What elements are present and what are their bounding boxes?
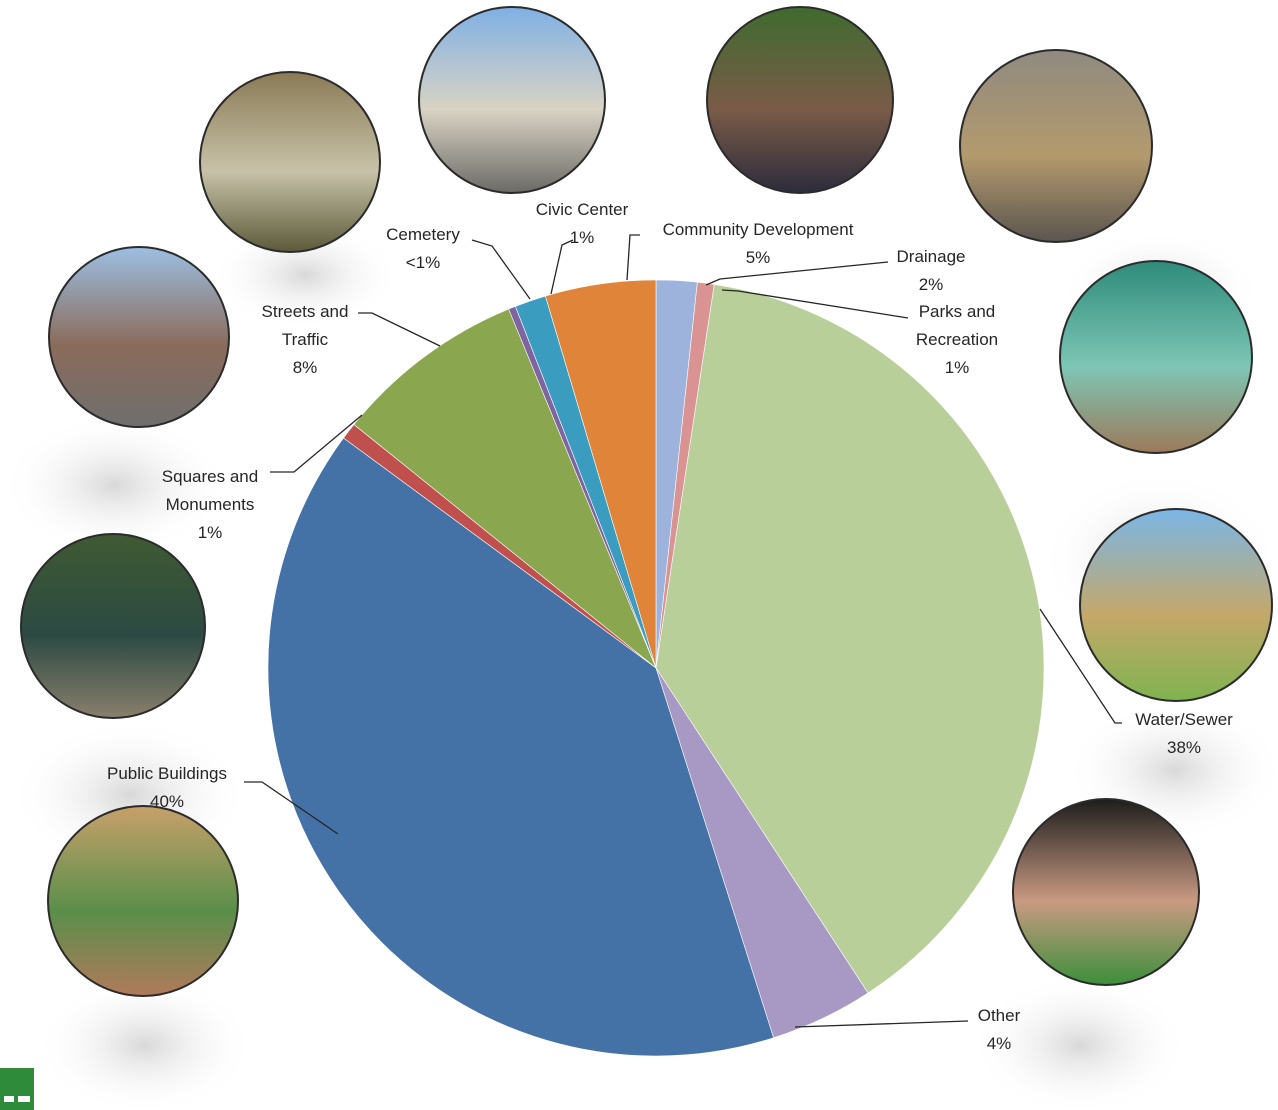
photo-fill xyxy=(1013,799,1199,985)
leader-line-cemetery xyxy=(471,239,531,300)
data-label-line: Parks and xyxy=(919,302,996,321)
data-label-line: 4% xyxy=(987,1034,1012,1053)
data-label-line: <1% xyxy=(406,253,441,272)
photo-ring xyxy=(1012,798,1200,986)
pie-slice-public-buildings xyxy=(267,437,774,1057)
leader-line-water-sewer xyxy=(1039,608,1122,724)
data-label-line: Other xyxy=(978,1006,1021,1025)
data-label-squares-and-monuments: Squares and Monuments 1% xyxy=(162,467,258,542)
data-label-other: Other 4% xyxy=(978,1006,1021,1053)
data-label-cemetery: Cemetery <1% xyxy=(386,225,460,272)
leader-line-drainage xyxy=(705,261,889,286)
civic-center-photo xyxy=(418,6,606,194)
data-label-line: 8% xyxy=(293,358,318,377)
photo-fill xyxy=(49,247,229,427)
data-label-line: Cemetery xyxy=(386,225,460,244)
photo-fill xyxy=(1080,509,1272,701)
leader-line-civic-center xyxy=(550,239,574,295)
pie-slice-community-development xyxy=(545,279,657,669)
leader-lines xyxy=(244,234,1122,1028)
data-label-streets-and-traffic: Streets and Traffic 8% xyxy=(262,302,349,377)
data-label-line: 38% xyxy=(1167,738,1201,757)
photo-fill xyxy=(419,7,605,193)
leader-line-public-buildings xyxy=(244,781,339,835)
photo-fill xyxy=(707,7,893,193)
photo-fill xyxy=(21,534,205,718)
photo-fill xyxy=(48,806,238,996)
photo-shadow xyxy=(0,415,230,555)
photo-circles xyxy=(20,6,1273,997)
photo-ring xyxy=(48,246,230,428)
data-label-line: Public Buildings xyxy=(107,764,227,783)
photo-fill xyxy=(960,50,1152,242)
photo-fill xyxy=(1060,261,1252,453)
data-label-line: 5% xyxy=(746,248,771,267)
data-label-line: Squares and xyxy=(162,467,258,486)
data-label-line: Drainage xyxy=(897,247,966,266)
photo-shadow xyxy=(210,220,400,330)
data-label-line: 2% xyxy=(919,275,944,294)
photo-ring xyxy=(1079,508,1273,702)
data-label-line: 1% xyxy=(570,228,595,247)
data-label-civic-center: Civic Center 1% xyxy=(536,200,629,247)
photo-ring xyxy=(1059,260,1253,454)
leader-line-squares-and-monuments xyxy=(270,414,363,473)
leader-line-streets-and-traffic xyxy=(358,312,441,347)
data-label-line: 1% xyxy=(198,523,223,542)
water-pipe-photo xyxy=(1079,508,1273,702)
playground-photo xyxy=(1059,260,1253,454)
data-label-line: 1% xyxy=(945,358,970,377)
data-label-line: Community Development xyxy=(663,220,854,239)
pie-slice-water-sewer xyxy=(655,284,1045,994)
fountain-photo xyxy=(20,533,206,719)
data-label-parks-and-recreation: Parks and Recreation 1% xyxy=(916,302,998,377)
photo-shadow xyxy=(970,975,1190,1110)
photo-ring xyxy=(20,533,206,719)
data-label-public-buildings: Public Buildings 40% xyxy=(107,764,227,811)
photo-ring xyxy=(706,6,894,194)
corner-logo xyxy=(0,1068,34,1110)
data-label-line: Civic Center xyxy=(536,200,629,219)
data-label-line: 40% xyxy=(150,792,184,811)
data-label-community-development: Community Development 5% xyxy=(663,220,854,267)
photo-ring xyxy=(199,71,381,253)
cemetery-photo xyxy=(199,71,381,253)
keyboard-photo xyxy=(1012,798,1200,986)
data-label-line: Traffic xyxy=(282,330,329,349)
data-label-line: Water/Sewer xyxy=(1135,710,1233,729)
data-label-line: Streets and xyxy=(262,302,349,321)
photo-ring xyxy=(47,805,239,997)
photo-ring xyxy=(418,6,606,194)
leader-line-parks-and-recreation xyxy=(721,289,909,319)
leader-line-community-development xyxy=(626,234,640,281)
photo-shadow xyxy=(35,975,255,1110)
data-label-drainage: Drainage 2% xyxy=(897,247,966,294)
data-labels: Drainage 2% Parks and Recreation 1% Water/Sew… xyxy=(107,200,1233,1053)
leader-line-other xyxy=(794,1020,969,1028)
drainage-photo xyxy=(959,49,1153,243)
data-label-water-sewer: Water/Sewer 38% xyxy=(1135,710,1233,757)
pie-slices xyxy=(267,279,1045,1057)
streets-photo xyxy=(48,246,230,428)
community-development-photo xyxy=(706,6,894,194)
public-buildings-photo xyxy=(47,805,239,997)
photo-fill xyxy=(200,72,380,252)
data-label-line: Recreation xyxy=(916,330,998,349)
photo-ring xyxy=(959,49,1153,243)
data-label-line: Monuments xyxy=(166,495,255,514)
